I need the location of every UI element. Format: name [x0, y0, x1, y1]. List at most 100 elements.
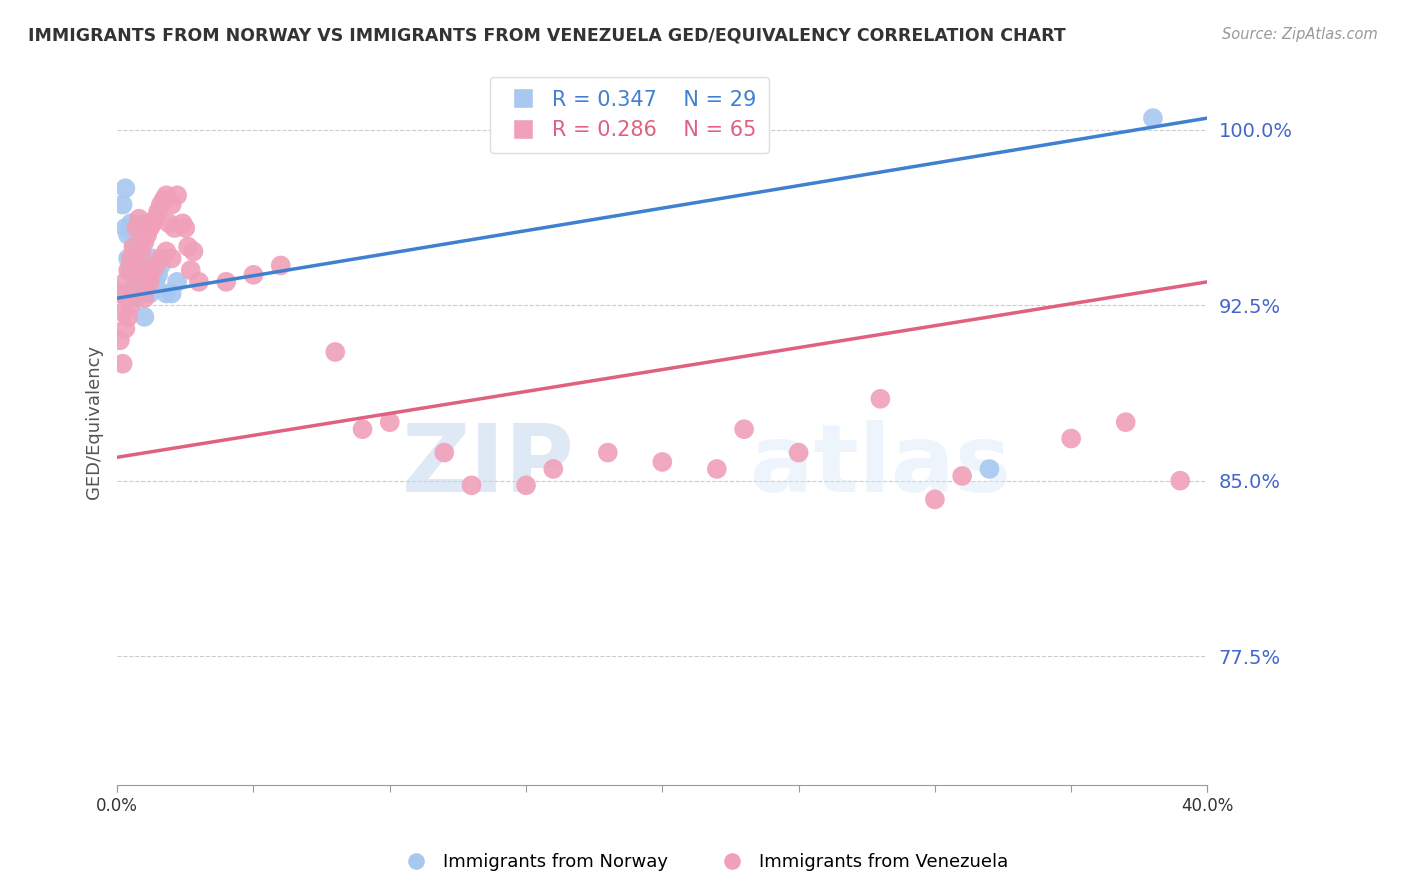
Point [117, 252, 139, 266]
Point [515, 478, 537, 492]
Point [134, 310, 156, 324]
Text: atlas: atlas [749, 420, 1011, 512]
Point [1168, 474, 1191, 488]
Point [149, 252, 172, 266]
Point [128, 211, 150, 226]
Point [149, 197, 172, 211]
Point [125, 275, 148, 289]
Legend: Immigrants from Norway, Immigrants from Venezuela: Immigrants from Norway, Immigrants from … [391, 847, 1015, 879]
Point [787, 445, 810, 459]
Point [242, 268, 264, 282]
Point [142, 252, 165, 266]
Y-axis label: GED/Equivalency: GED/Equivalency [86, 345, 103, 500]
Text: IMMIGRANTS FROM NORWAY VS IMMIGRANTS FROM VENEZUELA GED/EQUIVALENCY CORRELATION : IMMIGRANTS FROM NORWAY VS IMMIGRANTS FRO… [28, 27, 1066, 45]
Point [979, 462, 1001, 476]
Point [706, 462, 728, 476]
Point [136, 227, 159, 242]
Point [152, 193, 174, 207]
Point [323, 345, 346, 359]
Point [111, 357, 134, 371]
Point [146, 268, 169, 282]
Point [120, 263, 142, 277]
Point [131, 216, 153, 230]
Point [188, 275, 211, 289]
Point [142, 216, 165, 230]
Point [869, 392, 891, 406]
Point [128, 259, 150, 273]
Point [950, 469, 973, 483]
Point [120, 298, 142, 312]
Point [596, 445, 619, 459]
Point [134, 275, 156, 289]
Point [166, 188, 188, 202]
Point [114, 221, 136, 235]
Point [157, 216, 180, 230]
Point [136, 275, 159, 289]
Point [111, 305, 134, 319]
Point [125, 268, 148, 282]
Point [108, 286, 131, 301]
Point [172, 216, 194, 230]
Point [160, 252, 183, 266]
Point [120, 252, 142, 266]
Point [460, 478, 482, 492]
Text: Source: ZipAtlas.com: Source: ZipAtlas.com [1222, 27, 1378, 42]
Point [143, 275, 166, 289]
Point [134, 235, 156, 249]
Point [155, 188, 177, 202]
Point [114, 321, 136, 335]
Point [128, 286, 150, 301]
Point [131, 275, 153, 289]
Point [146, 204, 169, 219]
Point [924, 492, 946, 507]
Point [117, 263, 139, 277]
Point [139, 286, 162, 301]
Point [166, 275, 188, 289]
Point [114, 181, 136, 195]
Point [177, 240, 200, 254]
Legend: R = 0.347    N = 29, R = 0.286    N = 65: R = 0.347 N = 29, R = 0.286 N = 65 [489, 78, 769, 153]
Point [651, 455, 673, 469]
Point [128, 252, 150, 266]
Text: ZIP: ZIP [402, 420, 575, 512]
Point [270, 259, 292, 273]
Point [108, 286, 131, 301]
Point [122, 240, 145, 254]
Point [120, 216, 142, 230]
Point [131, 244, 153, 259]
Point [117, 310, 139, 324]
Point [125, 221, 148, 235]
Point [136, 263, 159, 277]
Point [139, 221, 162, 235]
Point [543, 462, 565, 476]
Point [108, 334, 131, 348]
Point [122, 286, 145, 301]
Point [111, 197, 134, 211]
Point [143, 259, 166, 273]
Point [114, 275, 136, 289]
Point [378, 415, 401, 429]
Point [215, 275, 238, 289]
Point [1142, 111, 1164, 125]
Point [174, 221, 197, 235]
Point [160, 197, 183, 211]
Point [142, 263, 165, 277]
Point [117, 227, 139, 242]
Point [160, 286, 183, 301]
Point [733, 422, 755, 436]
Point [139, 275, 162, 289]
Point [1060, 432, 1083, 446]
Point [183, 244, 205, 259]
Point [163, 221, 186, 235]
Point [122, 282, 145, 296]
Point [134, 291, 156, 305]
Point [149, 259, 172, 273]
Point [155, 286, 177, 301]
Point [125, 291, 148, 305]
Point [180, 263, 202, 277]
Point [1115, 415, 1137, 429]
Point [143, 211, 166, 226]
Point [122, 240, 145, 254]
Point [352, 422, 374, 436]
Point [433, 445, 456, 459]
